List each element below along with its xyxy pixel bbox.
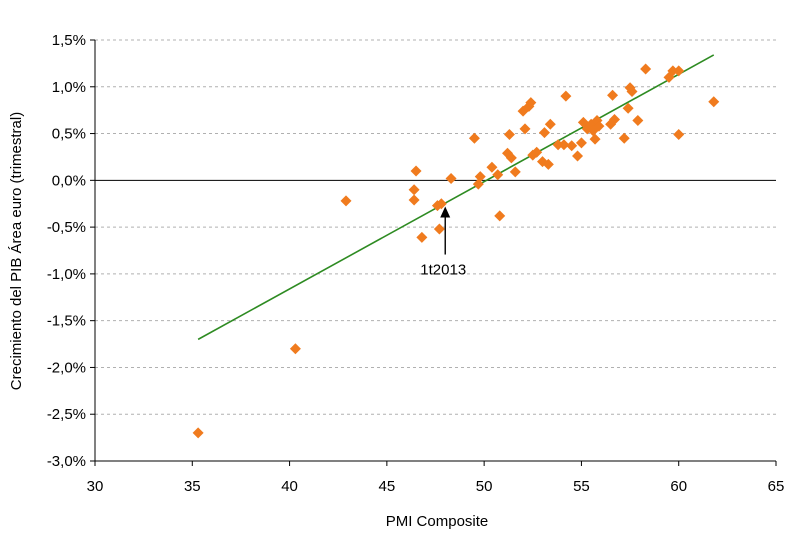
data-point <box>626 85 638 97</box>
data-point <box>575 137 587 149</box>
y-tick-label: -0,5% <box>47 219 86 236</box>
data-point <box>542 158 554 170</box>
data-point <box>435 198 447 210</box>
data-point <box>408 184 420 196</box>
x-tick-label: 45 <box>379 478 396 495</box>
data-point <box>531 146 543 158</box>
data-point <box>572 150 584 162</box>
data-point <box>552 139 564 151</box>
data-point <box>673 65 685 77</box>
data-point <box>340 195 352 207</box>
trendline-group <box>197 54 715 341</box>
data-point <box>501 147 513 159</box>
data-point <box>708 96 720 108</box>
data-point <box>667 65 679 77</box>
axes <box>90 39 777 466</box>
data-point <box>673 128 685 140</box>
data-point <box>609 114 621 126</box>
data-point <box>558 139 570 151</box>
data-point <box>593 120 605 132</box>
data-point <box>433 223 445 235</box>
data-point <box>566 140 578 152</box>
y-tick-label: -3,0% <box>47 453 86 470</box>
data-point <box>468 132 480 144</box>
x-tick-label: 30 <box>87 478 104 495</box>
data-point <box>607 89 619 101</box>
annotation-arrow-head <box>440 206 451 218</box>
data-point <box>289 343 301 355</box>
y-tick-label: -1,0% <box>47 266 86 283</box>
x-tick-label: 40 <box>281 478 298 495</box>
data-point <box>408 194 420 206</box>
data-point <box>622 102 634 114</box>
x-tick-label: 50 <box>476 478 493 495</box>
y-axis-title: Crecimiento del PIB Área euro (trimestra… <box>8 112 25 390</box>
data-point <box>192 427 204 439</box>
y-tick-label: 0,5% <box>52 126 86 143</box>
data-point <box>640 63 652 75</box>
y-tick-label: 1,0% <box>52 79 86 96</box>
data-point <box>632 114 644 126</box>
x-tick-label: 55 <box>573 478 590 495</box>
data-point <box>503 128 515 140</box>
y-tick-label: -1,5% <box>47 313 86 330</box>
x-tick-label: 65 <box>768 478 785 495</box>
data-point <box>474 171 486 183</box>
data-point <box>589 133 601 145</box>
x-axis-title: PMI Composite <box>386 513 489 530</box>
data-point <box>509 166 521 178</box>
trendline <box>197 54 715 341</box>
data-point <box>472 178 484 190</box>
annotation-group: 1t2013 <box>420 206 466 279</box>
data-point <box>492 169 504 181</box>
data-point <box>416 231 428 243</box>
data-point <box>538 127 550 139</box>
y-tick-label: -2,0% <box>47 359 86 376</box>
data-point <box>544 118 556 130</box>
y-tick-label: 0,0% <box>52 172 86 189</box>
data-point <box>445 172 457 184</box>
x-tick-label: 60 <box>670 478 687 495</box>
data-point <box>525 97 537 109</box>
data-point <box>410 165 422 177</box>
annotation-label: 1t2013 <box>420 262 466 279</box>
gridlines <box>95 39 776 462</box>
x-tick-label: 35 <box>184 478 201 495</box>
data-point <box>560 90 572 102</box>
data-point <box>618 132 630 144</box>
data-point <box>505 152 517 164</box>
data-point <box>494 210 506 222</box>
y-tick-label: 1,5% <box>52 32 86 49</box>
tick-labels: 1,5% 1,0% 0,5% 0,0% -0,5% -1,0% -1,5% -2,0% -2,5… <box>47 32 785 495</box>
data-points <box>192 63 720 439</box>
data-point <box>519 123 531 135</box>
y-tick-label: -2,5% <box>47 406 86 423</box>
data-point <box>486 161 498 173</box>
